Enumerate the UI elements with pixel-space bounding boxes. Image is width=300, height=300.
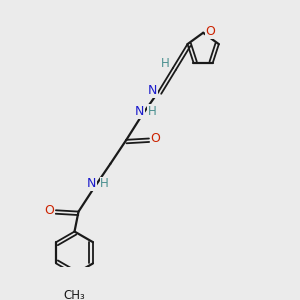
Text: O: O [44,204,54,217]
Text: N: N [87,178,97,190]
Text: N: N [148,84,157,97]
Text: H: H [100,178,109,190]
Text: O: O [151,132,160,145]
Text: H: H [148,105,157,118]
Text: CH₃: CH₃ [64,290,86,300]
Text: O: O [206,25,215,38]
Text: H: H [161,57,170,70]
Text: N: N [135,105,144,118]
